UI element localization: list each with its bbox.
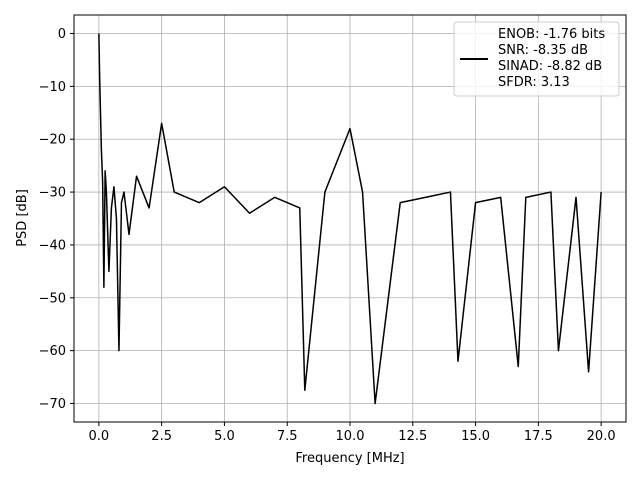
x-tick-label: 5.0 [214,429,235,444]
y-tick-label: −70 [39,397,66,412]
x-axis-ticks: 0.0 2.5 5.0 7.5 10.0 12.5 15.0 17.5 20.0 [89,422,616,444]
x-tick-label: 10.0 [336,429,365,444]
x-tick-label: 12.5 [398,429,427,444]
y-tick-label: −60 [39,344,66,359]
x-tick-label: 2.5 [151,429,172,444]
y-axis-ticks: 0 −10 −20 −30 −40 −50 −60 −70 [39,27,74,412]
x-tick-label: 0.0 [89,429,110,444]
y-tick-label: −40 [39,238,66,253]
x-tick-label: 20.0 [587,429,616,444]
y-tick-label: −50 [39,291,66,306]
x-tick-label: 7.5 [277,429,298,444]
x-tick-label: 15.0 [461,429,490,444]
series-layer [98,33,602,405]
x-axis-label: Frequency [MHz] [295,451,404,466]
legend-label-line: SNR: -8.35 dB [498,43,588,58]
y-tick-label: −20 [39,133,66,148]
y-axis-label: PSD [dB] [15,189,30,247]
legend-label: ENOB: -1.76 bits SNR: -8.35 dB SINAD: -8.8… [498,27,605,90]
psd-series-line [98,33,602,405]
y-tick-label: 0 [58,27,66,42]
legend-label-line: SINAD: -8.82 dB [498,59,602,74]
y-tick-label: −10 [39,80,66,95]
legend-label-line: ENOB: -1.76 bits [498,27,605,42]
legend-label-line: SFDR: 3.13 [498,75,570,90]
x-tick-label: 17.5 [524,429,553,444]
y-tick-label: −30 [39,186,66,201]
legend: ENOB: -1.76 bits SNR: -8.35 dB SINAD: -8.8… [453,21,620,97]
legend-box [453,21,620,97]
